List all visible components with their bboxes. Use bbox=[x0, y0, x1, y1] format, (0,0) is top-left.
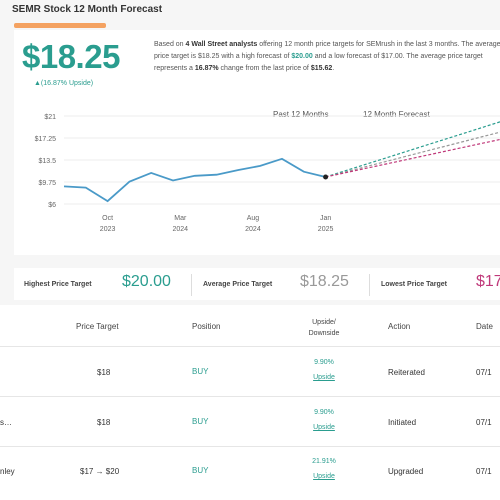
price-history-line bbox=[63, 157, 326, 203]
price-target-cell: $18 bbox=[97, 418, 111, 427]
upside-value: 21.91% bbox=[312, 458, 336, 465]
x-tick-year-label: 2024 bbox=[245, 226, 261, 233]
desc-change: 16.87% bbox=[194, 65, 219, 72]
x-tick-label: Aug bbox=[247, 215, 260, 222]
header-upside-line1: Upside/ bbox=[312, 319, 336, 326]
x-tick-label: Mar bbox=[174, 215, 187, 222]
x-tick-year-label: 2023 bbox=[100, 226, 116, 233]
upside-label: Upside bbox=[313, 374, 335, 381]
forecast-panel: SEMR Stock 12 Month Forecast $18.25 ▲(16… bbox=[12, 4, 500, 300]
desc-analysts[interactable]: 4 Wall Street analysts bbox=[185, 41, 258, 48]
action-cell: Initiated bbox=[388, 418, 417, 427]
y-tick-label: $13.5 bbox=[38, 158, 56, 165]
analyst-name[interactable]: s… bbox=[0, 418, 12, 427]
forecast-average-line bbox=[325, 131, 500, 178]
header-upside-line2: Downside bbox=[308, 330, 340, 337]
average-price: $18.25 bbox=[22, 38, 120, 75]
highest-target-label: Highest Price Target bbox=[24, 281, 92, 288]
desc-high: $20.00 bbox=[291, 53, 313, 60]
tab-accent-bar bbox=[14, 23, 106, 28]
analyst-name[interactable]: nley bbox=[0, 467, 15, 476]
date-cell: 07/1 bbox=[476, 418, 492, 427]
y-tick-label: $9.75 bbox=[38, 180, 56, 187]
highest-target-value: $20.00 bbox=[122, 273, 171, 290]
summary-divider bbox=[369, 274, 370, 296]
x-tick-year-label: 2025 bbox=[318, 226, 334, 233]
average-target-value: $18.25 bbox=[300, 273, 349, 290]
desc-text-1: Based on bbox=[154, 41, 186, 48]
desc-text-5: . bbox=[332, 65, 335, 72]
row-divider bbox=[0, 446, 500, 447]
upside-value: 9.90% bbox=[314, 409, 334, 416]
lowest-target-value: $17 bbox=[476, 273, 500, 290]
header-price-target[interactable]: Price Target bbox=[76, 322, 119, 331]
legend-12-month-forecast: 12 Month Forecast bbox=[363, 110, 430, 119]
forecast-description: Based on 4 Wall Street analysts offering… bbox=[154, 39, 500, 75]
forecast-card: $18.25 ▲(16.87% Upside) Based on 4 Wall … bbox=[14, 30, 500, 255]
price-target-cell: $17 → $20 bbox=[80, 467, 120, 476]
average-target-label: Average Price Target bbox=[203, 281, 273, 288]
x-tick-label: Oct bbox=[102, 215, 113, 222]
current-price-dot bbox=[323, 174, 329, 180]
x-tick-label: Jan bbox=[320, 215, 331, 222]
forecast-high-line bbox=[325, 121, 500, 178]
summary-divider bbox=[191, 274, 192, 296]
header-date[interactable]: Date bbox=[476, 322, 493, 331]
desc-text-4: change from the last price of bbox=[218, 65, 311, 72]
desc-text-3: and a low forecast of $17.00. The averag… bbox=[154, 53, 483, 72]
price-chart: $21 $17.25 $13.5 $9.75 $6 Oct 2023 Mar 2024 Aug 20… bbox=[35, 114, 500, 233]
header-action[interactable]: Action bbox=[388, 322, 411, 331]
position-buy: BUY bbox=[192, 417, 209, 426]
price-target-summary: Highest Price Target $20.00 Average Pric… bbox=[14, 268, 500, 300]
y-tick-label: $21 bbox=[44, 114, 56, 121]
price-target-cell: $18 bbox=[97, 368, 111, 377]
position-buy: BUY bbox=[192, 466, 209, 475]
desc-last: $15.62 bbox=[310, 65, 333, 72]
upside-percent: ▲(16.87% Upside) bbox=[34, 80, 94, 87]
date-cell: 07/1 bbox=[476, 467, 492, 476]
legend-past-12-months: Past 12 Months bbox=[273, 110, 329, 119]
action-cell: Upgraded bbox=[388, 467, 424, 476]
row-divider bbox=[0, 396, 500, 397]
y-tick-label: $17.25 bbox=[35, 136, 57, 143]
lowest-target-label: Lowest Price Target bbox=[381, 281, 448, 288]
x-tick-year-label: 2024 bbox=[172, 226, 188, 233]
action-cell: Reiterated bbox=[388, 368, 425, 377]
upside-label: Upside bbox=[313, 424, 335, 431]
upside-value: 9.90% bbox=[314, 359, 334, 366]
header-upside-downside[interactable]: Upside/ Downside bbox=[294, 317, 354, 339]
row-divider bbox=[0, 346, 500, 347]
y-tick-label: $6 bbox=[48, 202, 56, 209]
desc-text-2: offering 12 month price targets for SEMr… bbox=[154, 41, 500, 60]
position-buy: BUY bbox=[192, 367, 209, 376]
header-position[interactable]: Position bbox=[192, 322, 221, 331]
upside-label: Upside bbox=[313, 473, 335, 480]
date-cell: 07/1 bbox=[476, 368, 492, 377]
page-title: SEMR Stock 12 Month Forecast bbox=[12, 4, 163, 15]
forecast-low-line bbox=[325, 138, 500, 178]
